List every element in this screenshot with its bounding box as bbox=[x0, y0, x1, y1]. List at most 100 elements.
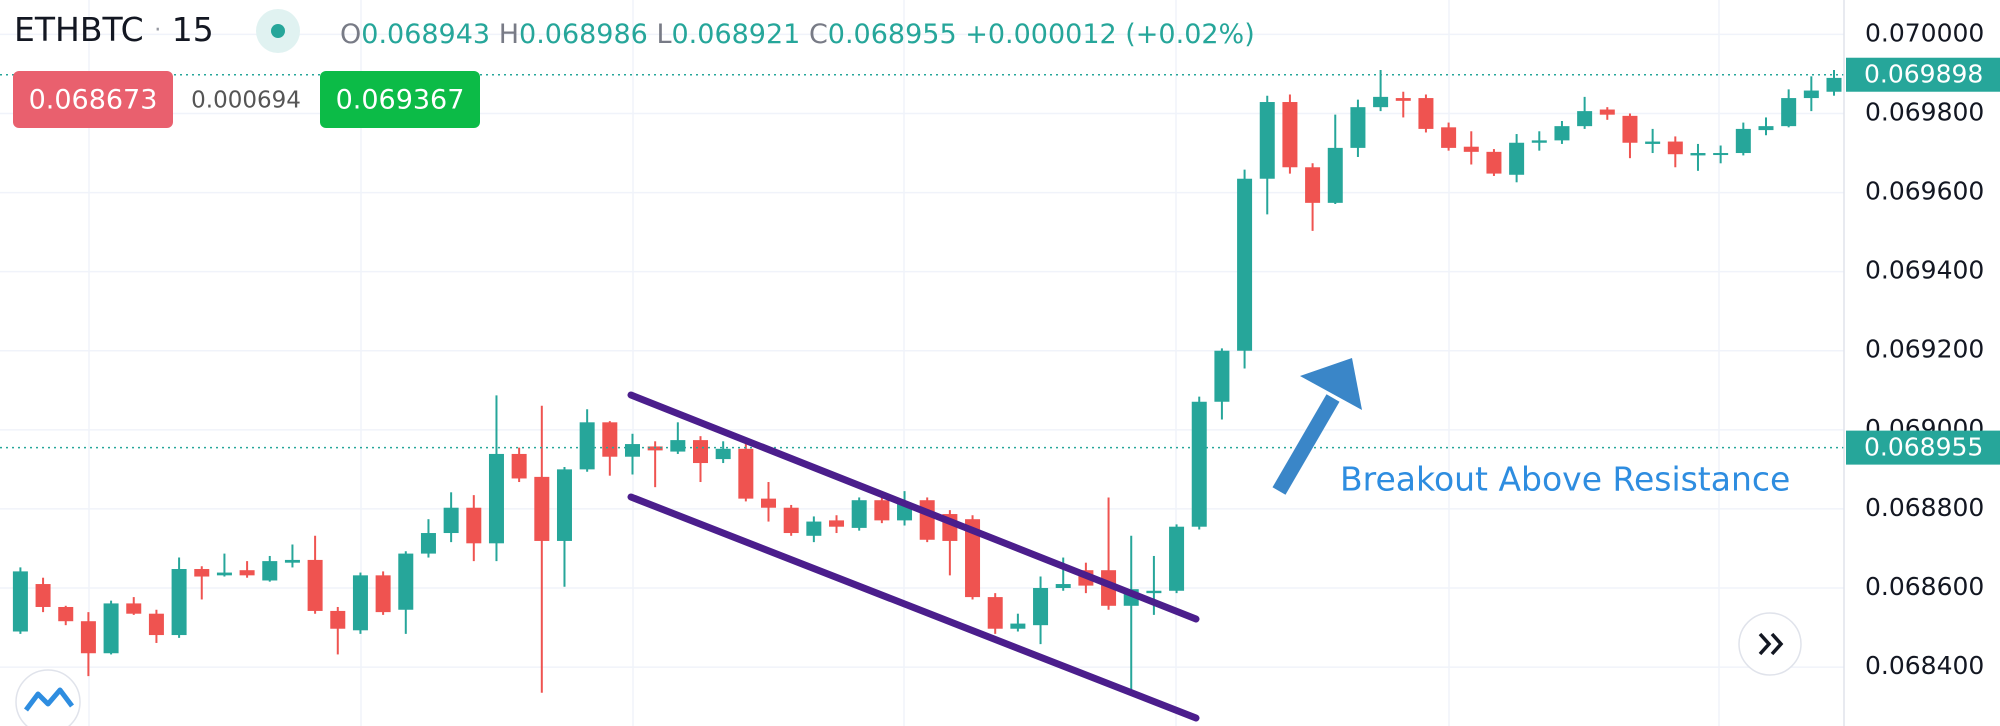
channel-upper bbox=[627, 391, 1200, 623]
price-tag-label: 0.069898 bbox=[1864, 60, 1983, 89]
candles bbox=[12, 69, 1842, 696]
sell-button[interactable] bbox=[13, 71, 173, 128]
candle-body bbox=[398, 553, 414, 610]
candle-body bbox=[1781, 98, 1797, 127]
buy-button[interactable] bbox=[320, 71, 480, 128]
candle-body bbox=[602, 422, 618, 457]
candle-body bbox=[1441, 127, 1457, 148]
candle-body bbox=[1055, 584, 1071, 588]
candle-body bbox=[511, 453, 527, 479]
candle-body bbox=[1214, 350, 1230, 402]
candle-body bbox=[12, 571, 28, 632]
price-axis: 0.0684000.0686000.0688000.0690000.069200… bbox=[1865, 18, 1984, 680]
ohlc-value: 0.068921 bbox=[672, 19, 801, 50]
channel-lower bbox=[627, 493, 1200, 722]
y-tick-label: 0.068400 bbox=[1865, 651, 1984, 680]
sell-price: 0.068673 bbox=[29, 85, 158, 116]
y-tick-label: 0.068800 bbox=[1865, 493, 1984, 522]
drawings: Breakout Above Resistance bbox=[627, 358, 1790, 722]
candle-body bbox=[761, 498, 777, 508]
candle-body bbox=[874, 500, 890, 521]
candle-body bbox=[1622, 115, 1638, 143]
candle-body bbox=[352, 575, 368, 631]
candle-body bbox=[80, 621, 96, 654]
candle-body bbox=[715, 448, 731, 460]
candle-body bbox=[1645, 141, 1661, 144]
candle-body bbox=[488, 453, 504, 544]
symbol-line: ETHBTC · 15 bbox=[14, 10, 214, 49]
candle-body bbox=[284, 559, 300, 563]
candle-body bbox=[1690, 153, 1706, 156]
ohlc: O0.068943 H0.068986 L0.068921 C0.068955 … bbox=[340, 19, 1255, 50]
candle-body bbox=[103, 603, 119, 654]
candle-body bbox=[1327, 147, 1343, 203]
y-tick-label: 0.069800 bbox=[1865, 97, 1984, 126]
candle-body bbox=[171, 569, 187, 636]
buy-price: 0.069367 bbox=[336, 85, 465, 116]
candle-body bbox=[1826, 77, 1842, 92]
candle-body bbox=[1486, 151, 1502, 174]
candle-body bbox=[443, 507, 459, 534]
candle-body bbox=[806, 521, 822, 536]
candle-body bbox=[126, 603, 142, 614]
status-dot bbox=[271, 24, 285, 38]
ohlc-value: 0.068986 bbox=[519, 19, 648, 50]
candle-body bbox=[919, 500, 935, 540]
spread: 0.000694 bbox=[191, 88, 301, 114]
price-tags: 0.069898 0.068955 bbox=[1846, 57, 2000, 465]
candle-body bbox=[783, 507, 799, 534]
candle-body bbox=[1033, 587, 1049, 626]
candle-body bbox=[1509, 142, 1525, 175]
candle-body bbox=[534, 476, 550, 541]
candle-body bbox=[1259, 102, 1275, 179]
candle-body bbox=[35, 584, 51, 607]
candle-body bbox=[1667, 141, 1683, 155]
logo-circle[interactable] bbox=[15, 669, 81, 726]
candle-body bbox=[1735, 128, 1751, 154]
candle-body bbox=[965, 519, 981, 598]
candle-body bbox=[375, 575, 391, 613]
scroll-button[interactable] bbox=[1738, 612, 1802, 676]
separator: · bbox=[154, 18, 161, 43]
interval: 15 bbox=[172, 10, 214, 49]
candle-body bbox=[670, 440, 686, 452]
logo[interactable] bbox=[15, 669, 81, 726]
candle-body bbox=[466, 507, 482, 544]
y-tick-label: 0.069400 bbox=[1865, 256, 1984, 285]
candle-body bbox=[1282, 102, 1298, 168]
candle-body bbox=[1599, 109, 1615, 115]
candle-body bbox=[1237, 178, 1253, 351]
ohlc-key: C bbox=[809, 19, 828, 50]
candle-body bbox=[1463, 146, 1479, 152]
candle-body bbox=[58, 606, 74, 622]
change: +0.000012 (+0.02%) bbox=[965, 19, 1255, 50]
candle-body bbox=[556, 469, 572, 541]
candle-body bbox=[1531, 140, 1547, 143]
candle-body bbox=[262, 561, 278, 581]
candle-body bbox=[1554, 126, 1570, 141]
candle-body bbox=[987, 597, 1003, 629]
price-tag bbox=[1846, 57, 2000, 92]
candle-body bbox=[1395, 98, 1411, 101]
ohlc-key: H bbox=[499, 19, 519, 50]
price-tag-label: 0.068955 bbox=[1864, 433, 1983, 462]
ohlc-value: 0.068943 bbox=[361, 19, 490, 50]
candle-body bbox=[1169, 526, 1185, 591]
annotation: Breakout Above Resistance bbox=[1340, 460, 1790, 499]
candle-body bbox=[1418, 98, 1434, 129]
arrow-head bbox=[1300, 358, 1362, 410]
candle-body bbox=[216, 572, 232, 576]
candle-body bbox=[693, 440, 708, 464]
scroll-icon bbox=[1758, 632, 1784, 656]
candle-body bbox=[647, 446, 663, 451]
candle-body bbox=[624, 444, 640, 457]
candle-body bbox=[330, 610, 346, 629]
candle-body bbox=[1350, 107, 1366, 148]
price-tag bbox=[1846, 430, 2000, 465]
candle-body bbox=[579, 422, 595, 470]
candle-body bbox=[851, 500, 867, 528]
candle-body bbox=[239, 570, 255, 576]
candle-body bbox=[307, 559, 323, 611]
ohlc-key: O bbox=[340, 19, 361, 50]
